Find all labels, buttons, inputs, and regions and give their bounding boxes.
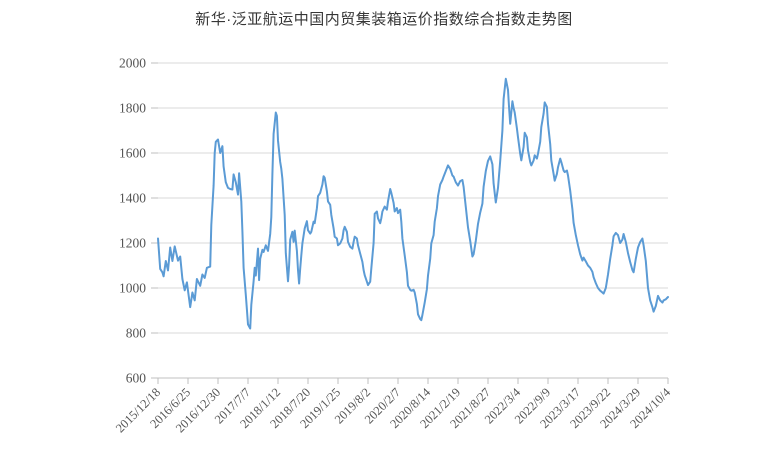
x-axis-labels: 2015/12/182016/6/252016/12/302017/7/7201…	[113, 385, 674, 436]
y-axis-label: 1200	[119, 236, 146, 251]
y-axis-label: 600	[126, 371, 147, 386]
y-axis-label: 1800	[119, 101, 146, 116]
horizontal-gridlines	[158, 62, 668, 379]
y-axis-label: 1000	[119, 281, 146, 296]
y-axis-label: 1400	[119, 191, 146, 206]
x-axis-tick-marks	[157, 378, 669, 384]
y-axis-tick-marks	[151, 62, 158, 379]
chart-title: 新华·泛亚航运中国内贸集装箱运价指数综合指数走势图	[195, 11, 573, 28]
y-axis-label: 1600	[119, 146, 146, 161]
y-axis-label: 2000	[119, 56, 146, 71]
y-axis-label: 800	[126, 326, 147, 341]
composite-index-series-line	[157, 77, 669, 330]
y-axis-labels: 600 800 1000 1200 1400 1600 1800 2000	[119, 56, 146, 386]
